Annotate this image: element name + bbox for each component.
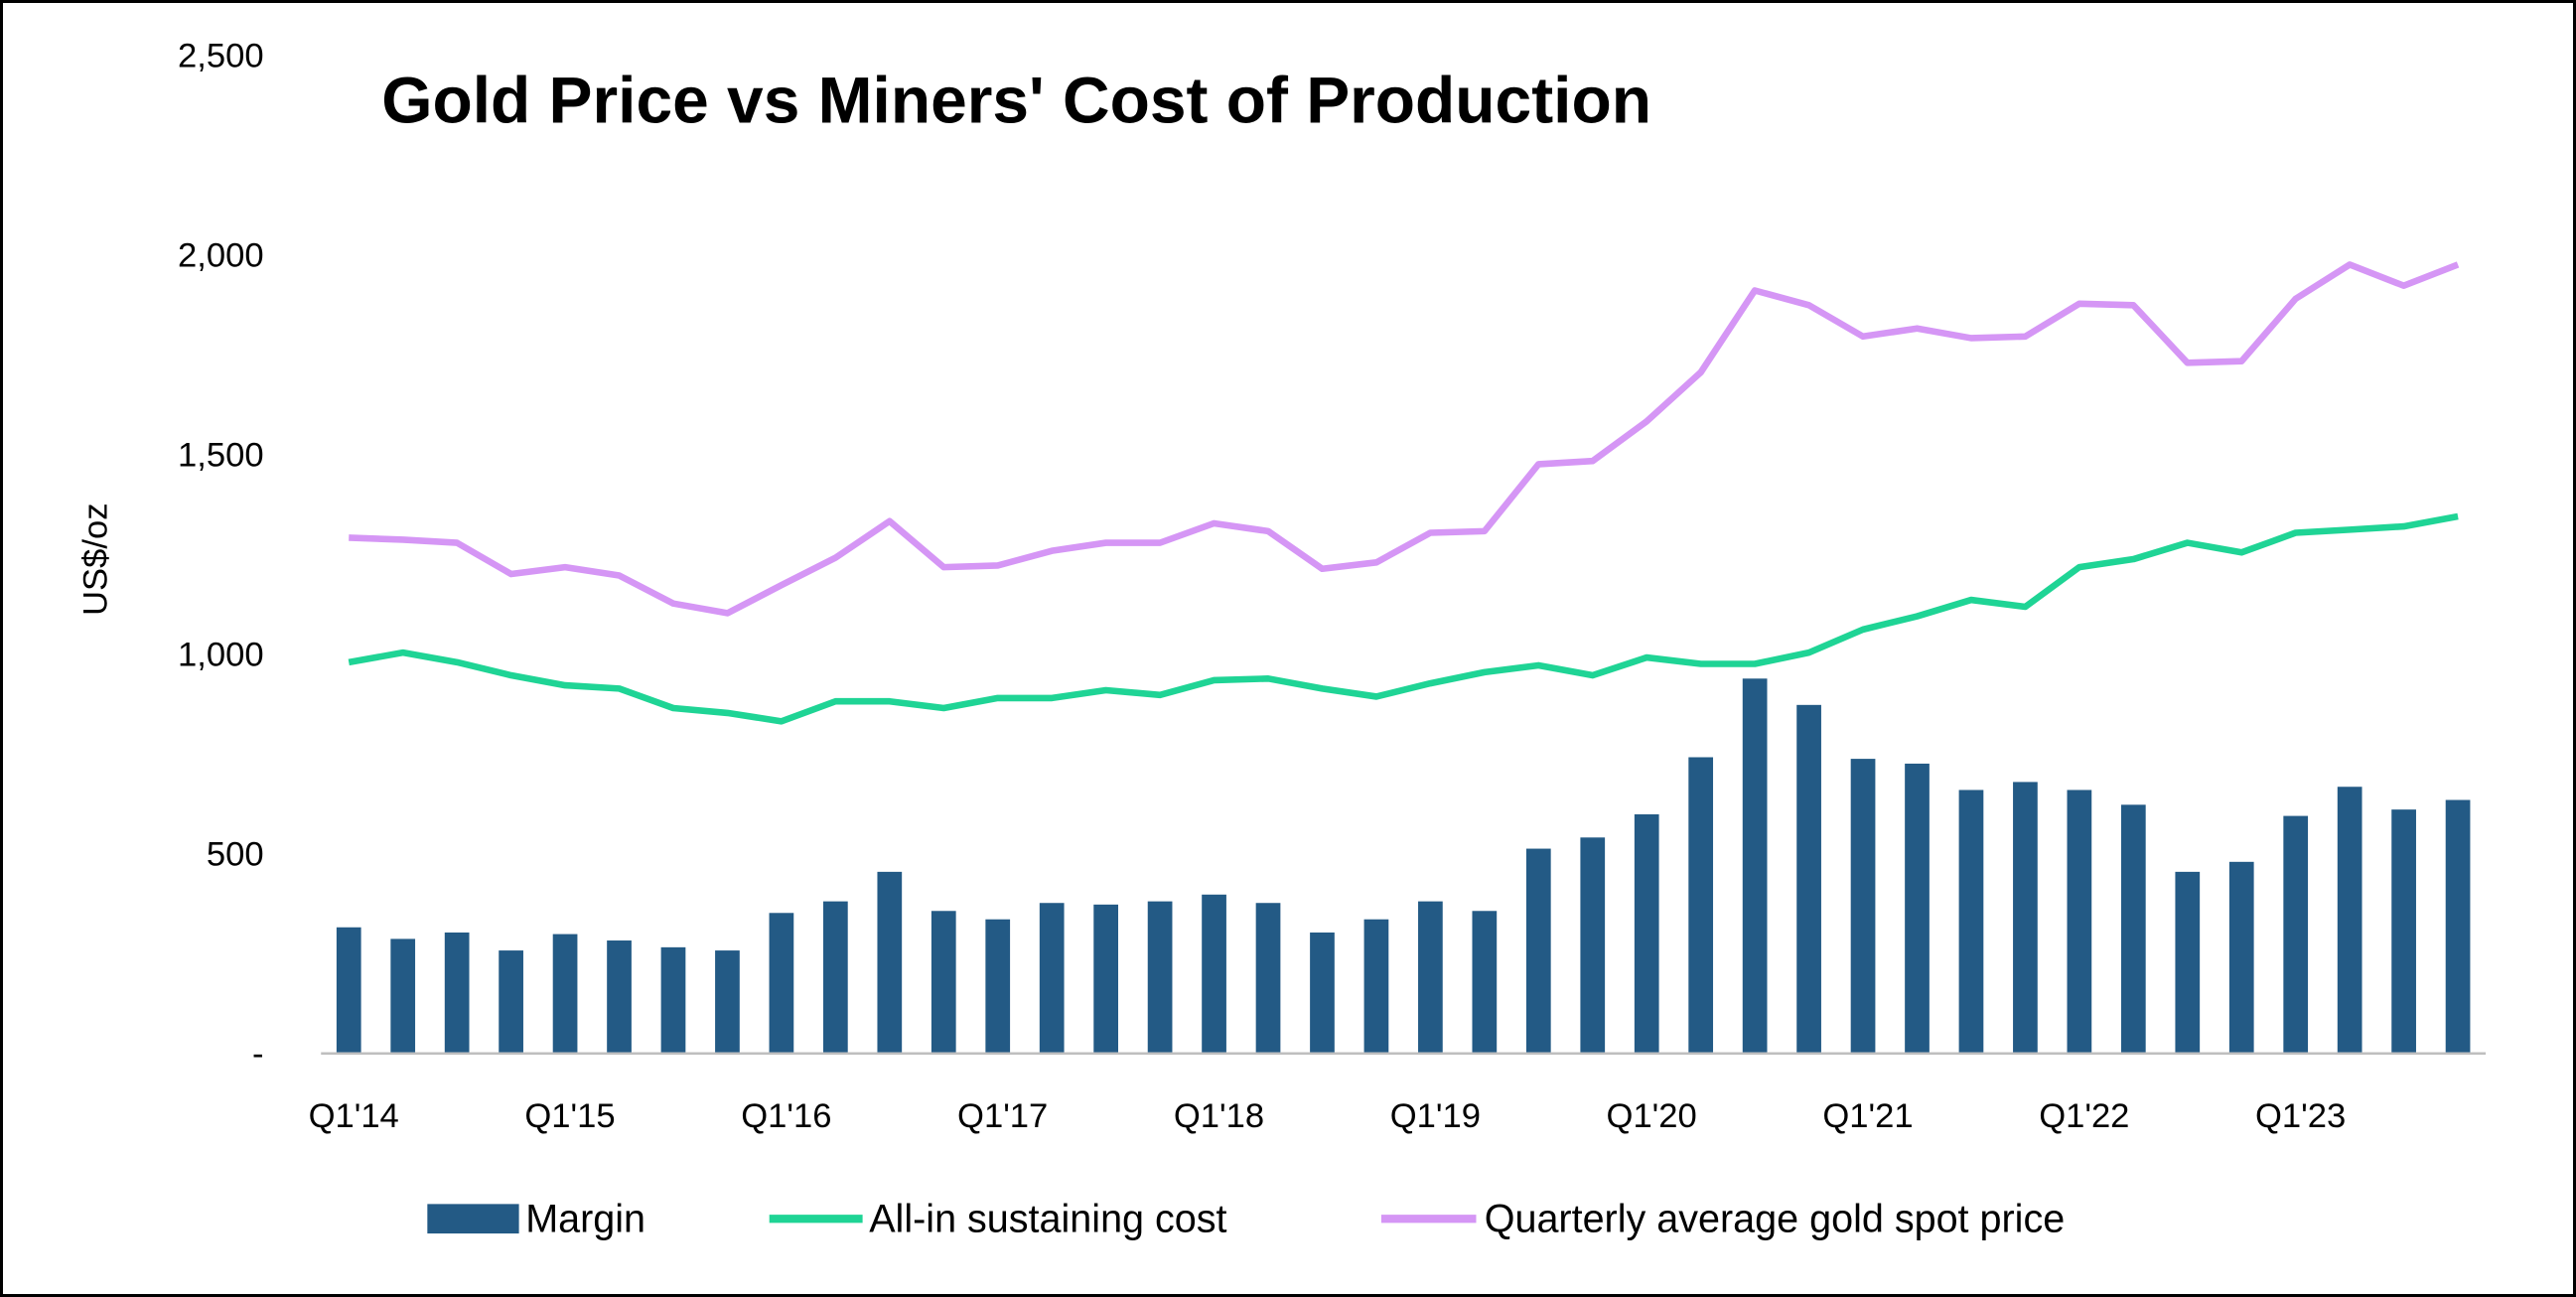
line-series-gold-price — [349, 261, 2460, 617]
bar-margin-Q4'23 — [2445, 799, 2471, 1054]
bar-margin-Q4'15 — [715, 950, 740, 1054]
chart-title: Gold Price vs Miners' Cost of Production — [381, 63, 1651, 136]
bar-margin-Q4'22 — [2228, 861, 2254, 1054]
bar-margin-Q1'15 — [552, 934, 578, 1054]
bar-margin-Q2'20 — [1688, 757, 1714, 1054]
x-tick-label: Q1'15 — [524, 1097, 615, 1135]
bar-margin-Q2'15 — [607, 940, 632, 1054]
y-tick-label: 1,000 — [178, 636, 264, 673]
bar-margin-Q3'17 — [1093, 904, 1119, 1054]
bar-margin-Q3'14 — [444, 932, 470, 1054]
x-tick-label: Q1'18 — [1174, 1097, 1264, 1135]
bar-margin-Q4'19 — [1580, 837, 1606, 1054]
y-tick-label: 1,500 — [178, 436, 264, 474]
bar-margin-Q4'18 — [1363, 919, 1389, 1054]
bar-margin-Q3'16 — [877, 871, 903, 1054]
bar-margin-Q1'14 — [336, 927, 361, 1054]
x-tick-label: Q1'17 — [957, 1097, 1048, 1135]
bar-margin-Q3'23 — [2391, 809, 2416, 1054]
line-series-aisc — [348, 512, 2459, 725]
bar-margin-Q1'16 — [769, 913, 794, 1054]
bar-margin-Q3'22 — [2175, 871, 2201, 1054]
bar-margin-Q2'19 — [1472, 911, 1498, 1054]
x-tick-label: Q1'19 — [1390, 1097, 1481, 1135]
y-axis-label: US$/oz — [76, 503, 114, 615]
bar-margin-Q4'17 — [1147, 901, 1173, 1054]
bar-margin-Q2'23 — [2337, 787, 2362, 1054]
bar-margin-Q3'20 — [1742, 678, 1768, 1054]
bar-margin-Q1'19 — [1418, 901, 1443, 1054]
x-tick-label: Q1'16 — [741, 1097, 831, 1135]
bar-margin-Q1'23 — [2283, 815, 2309, 1054]
x-tick-label: Q1'21 — [1822, 1097, 1913, 1135]
bar-margin-Q3'15 — [660, 946, 686, 1054]
bar-margin-Q3'18 — [1310, 932, 1335, 1054]
bar-margin-Q1'22 — [2067, 790, 2092, 1054]
legend-label-margin: Margin — [525, 1197, 645, 1240]
bar-margin-Q4'16 — [930, 911, 956, 1054]
legend-label-aisc: All-in sustaining cost — [869, 1197, 1226, 1240]
x-tick-label: Q1'20 — [1607, 1097, 1697, 1135]
bar-margin-Q4'21 — [2013, 782, 2038, 1054]
bar-margin-Q1'20 — [1634, 813, 1659, 1054]
legend-label-gold-price: Quarterly average gold spot price — [1485, 1197, 2066, 1240]
bar-margin-Q4'14 — [499, 950, 523, 1054]
bar-margin-Q2'21 — [1905, 763, 1930, 1054]
x-tick-label: Q1'23 — [2255, 1097, 2346, 1135]
bar-margin-Q1'17 — [985, 919, 1011, 1054]
y-tick-label: - — [252, 1035, 264, 1073]
bar-margin-Q3'21 — [1958, 790, 1984, 1054]
x-tick-label: Q1'22 — [2039, 1097, 2129, 1135]
legend-swatch-margin — [427, 1204, 519, 1234]
bar-margin-Q1'21 — [1850, 759, 1876, 1054]
x-tick-label: Q1'14 — [309, 1097, 399, 1135]
chart: Gold Price vs Miners' Cost of Production… — [76, 37, 2487, 1240]
bar-margin-Q2'14 — [390, 938, 416, 1054]
bar-margin-Q3'19 — [1525, 848, 1551, 1054]
bar-margin-Q1'18 — [1202, 894, 1226, 1054]
bar-margin-Q2'22 — [2120, 804, 2146, 1054]
y-tick-label: 2,500 — [178, 37, 264, 74]
bar-margin-Q2'17 — [1039, 903, 1065, 1054]
bar-margin-Q4'20 — [1796, 704, 1821, 1054]
bar-margin-Q2'18 — [1255, 903, 1281, 1054]
bar-margin-Q2'16 — [823, 901, 848, 1054]
y-tick-label: 2,000 — [178, 236, 264, 274]
y-tick-label: 500 — [207, 835, 264, 873]
